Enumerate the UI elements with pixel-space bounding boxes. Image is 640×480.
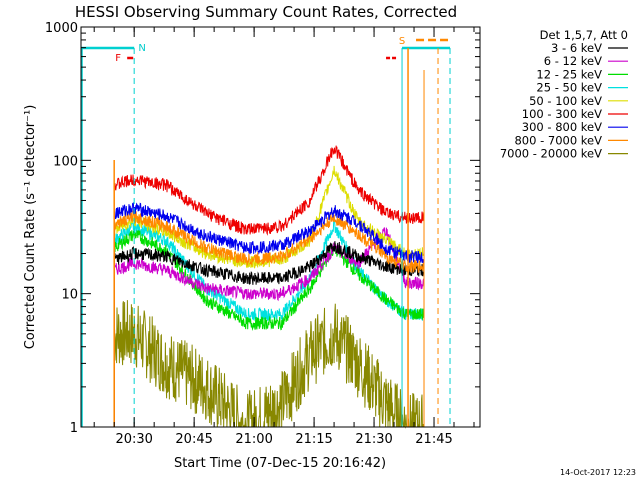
- legend-header: Det 1,5,7, Att 0: [540, 28, 628, 42]
- x-axis-label: Start Time (07-Dec-15 20:16:42): [174, 456, 386, 471]
- x-tick-label-1: 20:45: [175, 432, 212, 447]
- x-tick-label-5: 21:45: [415, 432, 452, 447]
- plot-timestamp: 14-Oct-2017 12:23: [560, 468, 636, 477]
- legend-label-1: 6 - 12 keV: [544, 54, 602, 68]
- x-tick-label-3: 21:15: [295, 432, 332, 447]
- y-tick-label-3: 1000: [45, 21, 78, 36]
- legend-label-6: 300 - 800 keV: [522, 120, 602, 134]
- y-axis-label: Corrected Count Rate (s⁻¹ detector⁻¹): [23, 105, 38, 350]
- series-line-5: [113, 145, 425, 427]
- annotation-s: S: [399, 36, 405, 47]
- plot-frame: [80, 26, 481, 428]
- legend-label-8: 7000 - 20000 keV: [500, 147, 602, 161]
- legend-label-4: 50 - 100 keV: [529, 94, 602, 108]
- series-line-6: [113, 202, 425, 427]
- series-line-0: [113, 241, 425, 427]
- legend-label-3: 25 - 50 keV: [536, 81, 602, 95]
- y-tick-label-1: 10: [61, 288, 78, 303]
- legend-label-5: 100 - 300 keV: [522, 107, 602, 121]
- annotation-f: F: [115, 53, 121, 64]
- y-tick-label-2: 100: [53, 154, 78, 169]
- axis-layer: 20:30 20:45 21:00 21:15 21:30 21:45 1 10 100 1000: [45, 21, 480, 447]
- marker-layer: N F S: [81, 36, 451, 427]
- annotation-n: N: [138, 43, 145, 54]
- y-tick-label-0: 1: [70, 421, 78, 436]
- x-tick-label-4: 21:30: [355, 432, 392, 447]
- legend-label-2: 12 - 25 keV: [536, 67, 602, 81]
- series-line-2: [113, 229, 425, 427]
- chart-title: HESSI Observing Summary Count Rates, Cor…: [75, 3, 457, 21]
- data-layer: [113, 145, 425, 429]
- legend-label-7: 800 - 7000 keV: [514, 133, 602, 147]
- x-tick-label-2: 21:00: [235, 432, 272, 447]
- series-line-3: [113, 219, 425, 427]
- series-line-7: [113, 209, 425, 427]
- x-tick-label-0: 20:30: [115, 432, 152, 447]
- legend-label-0: 3 - 6 keV: [551, 41, 602, 55]
